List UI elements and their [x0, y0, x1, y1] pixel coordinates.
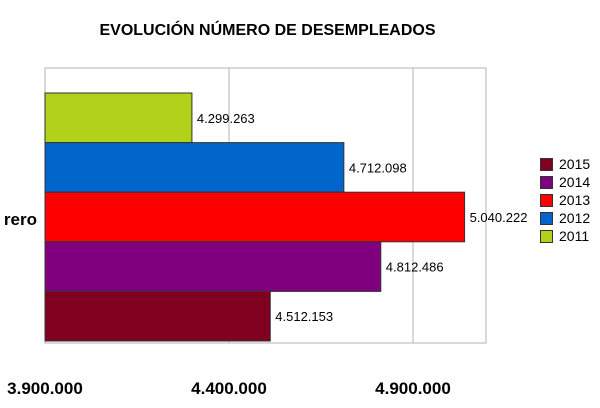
legend-label-2015: 2015 — [559, 156, 591, 172]
category-label: rero — [4, 210, 37, 229]
chart-title: EVOLUCIÓN NÚMERO DE DESEMPLEADOS — [99, 22, 436, 39]
x-tick-label: 3.900.000 — [7, 379, 83, 398]
bar-2015 — [44, 290, 271, 342]
data-label-2014: 4.812.486 — [386, 260, 444, 275]
x-tick-label: 4.900.000 — [375, 379, 451, 398]
data-label-2012: 4.712.098 — [349, 160, 407, 175]
legend-label-2011: 2011 — [559, 228, 590, 244]
legend-item-2015: 2015 — [540, 155, 590, 173]
legend-swatch-2014 — [540, 175, 553, 189]
legend-item-2013: 2013 — [540, 191, 590, 209]
data-label-2013: 5.040.222 — [470, 210, 528, 225]
data-label-2011: 4.299.263 — [197, 111, 255, 126]
legend-item-2014: 2014 — [540, 173, 590, 191]
legend-swatch-2013 — [540, 193, 553, 207]
bar-2013 — [44, 191, 466, 243]
bar-2014 — [44, 241, 382, 292]
legend-swatch-2015 — [540, 157, 553, 171]
bar-2011 — [44, 92, 193, 144]
bar-2012 — [44, 142, 345, 193]
legend-label-2014: 2014 — [559, 174, 591, 190]
legend: 2015 2014 2013 2012 2011 — [540, 155, 590, 245]
legend-item-2011: 2011 — [540, 227, 590, 245]
legend-swatch-2011 — [540, 229, 553, 243]
legend-label-2013: 2013 — [559, 192, 591, 208]
legend-label-2012: 2012 — [559, 210, 591, 226]
legend-swatch-2012 — [540, 211, 553, 225]
x-tick-label: 4.400.000 — [191, 379, 267, 398]
data-label-2015: 4.512.153 — [275, 309, 333, 324]
legend-item-2012: 2012 — [540, 209, 590, 227]
